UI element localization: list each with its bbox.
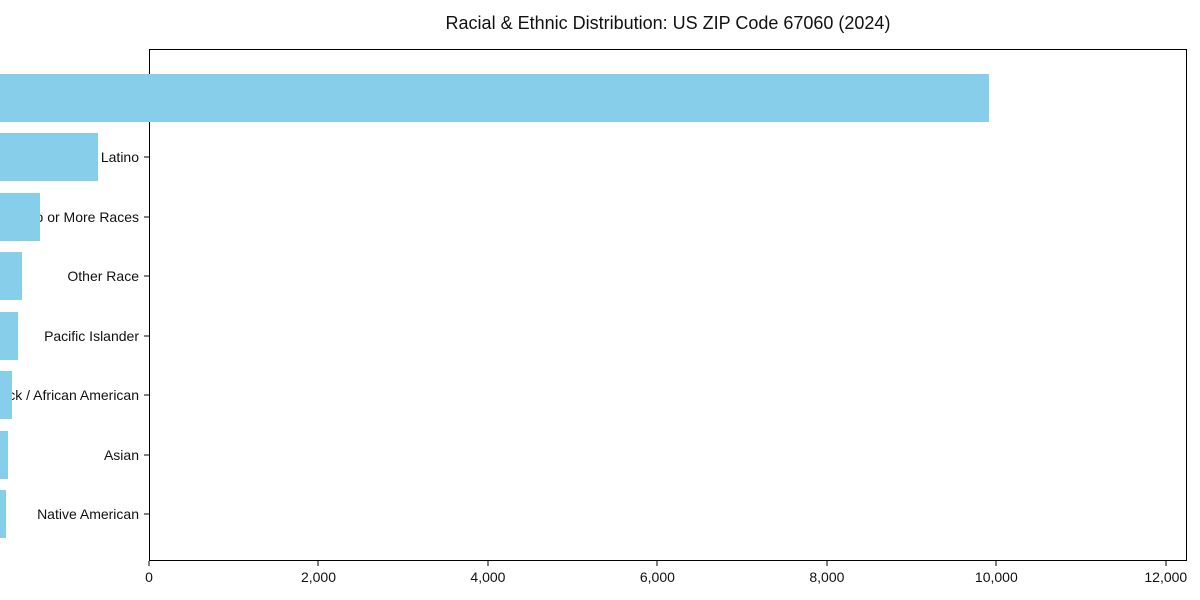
x-tick-label: 0	[145, 569, 153, 585]
x-tick	[656, 561, 658, 566]
y-tick	[144, 156, 149, 158]
plot-area	[149, 49, 1187, 561]
x-tick	[487, 561, 489, 566]
y-tick	[144, 394, 149, 396]
x-tick-label: 8,000	[809, 569, 845, 585]
bar-white-non-hispanic-	[0, 74, 989, 122]
bar-asian	[0, 430, 9, 479]
y-tick	[144, 454, 149, 456]
y-tick-label: Asian	[103, 446, 139, 463]
y-tick-label: Other Race	[67, 268, 139, 285]
y-tick-label: Black / African American	[0, 387, 139, 404]
x-tick	[995, 561, 997, 566]
x-tick	[148, 561, 150, 566]
x-tick-label: 6,000	[639, 569, 675, 585]
y-tick-label: Two or More Races	[17, 208, 139, 225]
bar-other-race	[0, 252, 23, 301]
bar-native-american	[0, 490, 6, 538]
chart-title: Racial & Ethnic Distribution: US ZIP Cod…	[445, 13, 891, 33]
bar-black-african-american	[0, 371, 13, 420]
y-tick	[144, 335, 149, 337]
y-tick	[144, 275, 149, 277]
bar-pacific-islander	[0, 311, 18, 360]
x-tick	[1165, 561, 1167, 566]
bar-hispanic-or-latino	[0, 133, 99, 182]
y-tick	[144, 216, 149, 218]
y-tick-label: Native American	[37, 506, 139, 522]
y-tick-label: Pacific Islander	[44, 327, 139, 344]
x-tick-label: 2,000	[300, 569, 336, 585]
x-tick-label: 4,000	[470, 569, 506, 585]
x-tick-label: 12,000	[1144, 569, 1188, 585]
x-tick	[826, 561, 828, 566]
bar-two-or-more-races	[0, 192, 40, 241]
y-tick	[144, 513, 149, 515]
x-tick	[317, 561, 319, 566]
x-tick-label: 10,000	[974, 569, 1018, 585]
